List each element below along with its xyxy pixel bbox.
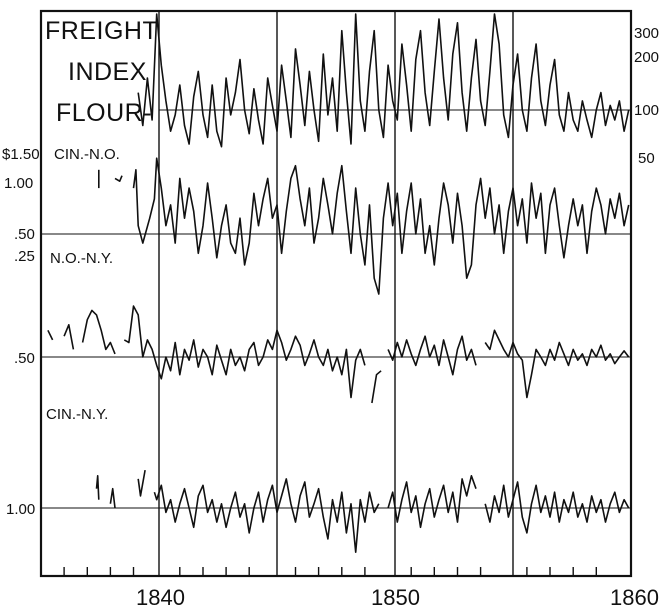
- trace-cin-ny-lower-segment-4: [387, 475, 477, 529]
- series-label-no-ny: N.O.-N.Y.: [50, 250, 113, 267]
- chart-title-line-2: INDEX: [68, 58, 147, 86]
- trace-cin-ny-segment-5: [387, 335, 477, 376]
- left-tick-1-50: $1.50: [2, 146, 40, 163]
- chart-title-line-1: FREIGHT: [45, 17, 158, 45]
- series-traces: [47, 13, 630, 553]
- chart-title-line-3: FLOUR-: [56, 99, 152, 127]
- trace-cin-ny-lower-segment-0: [95, 475, 100, 500]
- right-tick-200: 200: [634, 49, 659, 66]
- trace-cin-ny-segment-1: [63, 324, 75, 350]
- trace-cin-ny-segment-6: [484, 329, 630, 399]
- trace-cin-ny-segment-3: [123, 305, 366, 399]
- right-tick-300: 300: [634, 25, 659, 42]
- trace-cin-ny-segment-4: [371, 370, 382, 404]
- trace-cin-ny-lower-segment-3: [153, 478, 380, 553]
- right-tick-100: 100: [634, 102, 659, 119]
- trace-cin-ny-segment-2: [81, 309, 116, 355]
- right-tick-50: 50: [638, 150, 655, 167]
- trace-no-ny-segment-2: [132, 157, 630, 295]
- series-label-cin-no: CIN.-N.O.: [54, 146, 120, 163]
- x-tick-1850: 1850: [371, 585, 420, 610]
- left-tick-0-50-a: .50: [14, 226, 35, 243]
- x-tick-1840: 1840: [136, 585, 185, 610]
- left-tick-0-50-b: .50: [14, 350, 35, 367]
- x-axis-minor-ticks: [63, 567, 597, 576]
- left-tick-1-00-b: 1.00: [6, 501, 35, 518]
- trace-cin-ny-lower-segment-5: [484, 481, 630, 534]
- left-tick-0-25: .25: [14, 248, 35, 265]
- trace-cin-ny-segment-0: [47, 329, 54, 341]
- trace-cin-ny-lower-segment-2: [137, 469, 146, 497]
- plot-frame: [39, 9, 633, 578]
- trace-cin-no-segment-0: [137, 13, 630, 148]
- x-tick-1860: 1860: [610, 585, 659, 610]
- trace-cin-ny-lower-segment-1: [109, 487, 116, 509]
- trace-no-ny-segment-1: [114, 175, 123, 182]
- series-label-cin-ny: CIN.-N.Y.: [46, 406, 108, 423]
- left-tick-1-00-a: 1.00: [4, 175, 33, 192]
